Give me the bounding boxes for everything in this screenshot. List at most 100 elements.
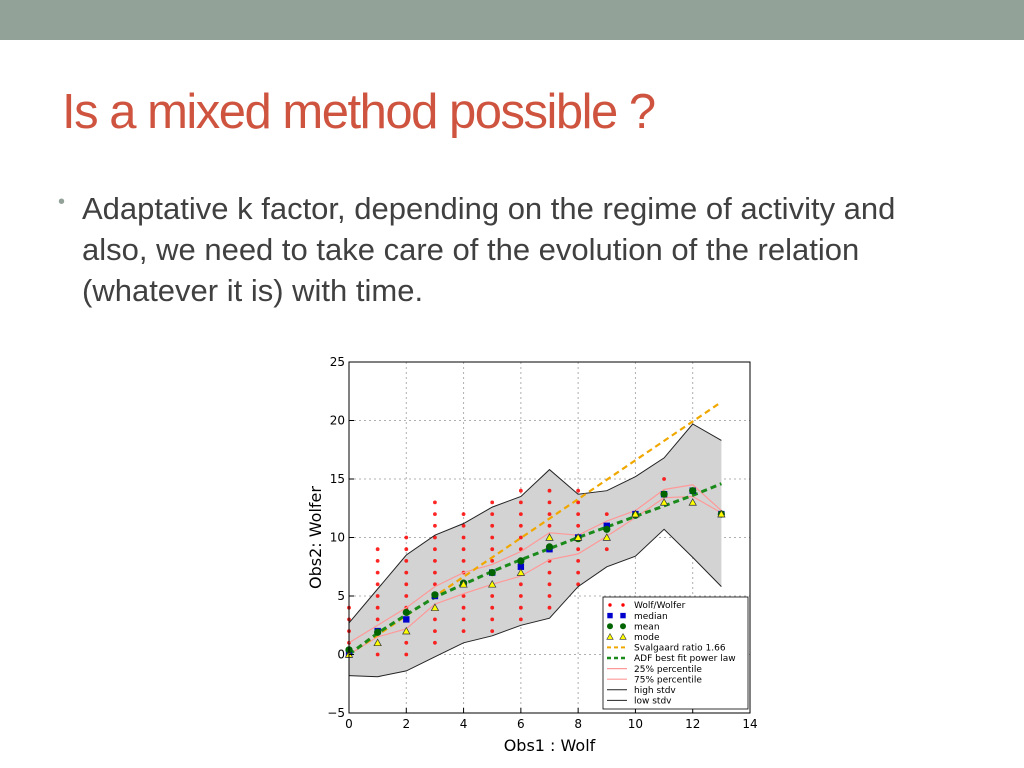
legend-swatch-median (607, 612, 613, 619)
legend-swatch-mean (620, 623, 626, 630)
mode-marker (373, 638, 382, 647)
scatter-point (461, 629, 466, 633)
mode-marker (516, 568, 526, 576)
scatter-point (518, 594, 523, 598)
scatter-point (490, 535, 495, 540)
scatter-point (404, 582, 409, 587)
scatter-point (433, 582, 437, 587)
legend-label: Wolf/Wolfer (634, 601, 686, 611)
scatter-point (375, 605, 380, 610)
legend-label: ADF best fit power law (634, 654, 736, 664)
scatter-point (662, 477, 666, 481)
y-axis-label: Obs2: Wolfer (306, 486, 325, 589)
scatter-point (547, 500, 552, 505)
scatter-point (433, 523, 437, 528)
p25-line (348, 495, 722, 656)
chart-lines (348, 401, 723, 678)
scatter-point (518, 605, 523, 610)
scatter-point (461, 594, 466, 598)
mode-marker (488, 579, 497, 588)
scatter-point (518, 500, 523, 505)
mode-marker (545, 533, 554, 541)
y-tick-label: 10 (330, 531, 345, 545)
adf-power-law-line (348, 482, 722, 656)
mean-marker (689, 487, 697, 495)
scatter-point (375, 559, 380, 563)
legend-label: high stdv (634, 686, 676, 696)
scatter-point (404, 652, 409, 657)
mean-marker (402, 608, 410, 616)
scatter-point (547, 605, 552, 610)
scatter-point (490, 629, 495, 633)
scatter-point (576, 582, 581, 587)
mode-marker (459, 579, 468, 588)
scatter-point (404, 547, 409, 552)
scatter-point (461, 617, 466, 622)
scatter-point (490, 617, 495, 622)
y-tick-label: −5 (327, 706, 345, 720)
y-tick-label: 15 (330, 472, 345, 486)
scatter-point (490, 559, 495, 563)
scatter-point (547, 582, 552, 587)
scatter-point (404, 535, 409, 540)
scatter-point (547, 594, 552, 598)
scatter-point (576, 570, 581, 575)
legend-swatch-scatter (621, 603, 625, 607)
scatter-point (433, 559, 437, 563)
legend-swatch-median (620, 612, 626, 619)
scatter-point (375, 652, 380, 657)
mean-marker (374, 628, 382, 636)
scatter-point (461, 512, 466, 516)
legend-label: Svalgaard ratio 1.66 (634, 644, 726, 654)
legend-swatch-mode (619, 632, 627, 640)
legend-label: 75% percentile (634, 675, 702, 685)
scatter-point (518, 535, 523, 540)
top-band (0, 0, 1024, 40)
x-axis-label: Obs1 : Wolf (504, 736, 596, 755)
legend-swatch-mean (607, 623, 613, 630)
scatter-point (518, 617, 523, 622)
y-tick-label: 5 (337, 589, 345, 603)
mode-marker (631, 509, 640, 518)
scatter-point (518, 512, 523, 516)
mean-marker (603, 525, 611, 533)
mode-marker (717, 509, 726, 518)
scatter-point (490, 500, 495, 505)
stdv-band-fill (349, 424, 722, 677)
scatter-point (433, 535, 437, 540)
scatter-point (433, 570, 437, 575)
bullet-text: Adaptative k factor, depending on the re… (82, 191, 896, 308)
scatter-point (547, 512, 552, 516)
legend-label: mode (634, 633, 660, 643)
scatter-point (404, 640, 409, 645)
legend-label: mean (634, 622, 660, 632)
scatter-point (375, 570, 380, 575)
scatter-point (404, 594, 409, 598)
scatter-point (404, 559, 409, 563)
legend-label: median (634, 612, 668, 622)
mean-marker (660, 490, 668, 498)
x-tick-label: 4 (460, 717, 468, 731)
scatter-point (576, 488, 581, 493)
scatter-point (461, 605, 466, 610)
chart-markers (344, 487, 726, 658)
mode-marker (659, 498, 669, 506)
p75-line (348, 484, 722, 644)
scatter-point (433, 629, 437, 633)
low-stdv-line (348, 528, 722, 678)
y-tick-label: 20 (330, 414, 345, 428)
mean-marker (431, 591, 439, 599)
mode-marker (602, 533, 611, 541)
scatter-point (576, 523, 581, 528)
slide-title: Is a mixed method possible ? (62, 85, 656, 139)
mode-marker (402, 626, 411, 635)
mode-marker (688, 498, 697, 506)
scatter-point (461, 535, 466, 540)
scatter-point (375, 594, 380, 598)
mode-marker (430, 603, 440, 611)
scatter-point (433, 500, 437, 505)
high-stdv-line (348, 423, 722, 624)
legend-label: 25% percentile (634, 665, 702, 675)
scatter-point (547, 523, 552, 528)
